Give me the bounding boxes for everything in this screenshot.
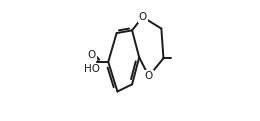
Text: O: O	[138, 12, 147, 22]
Text: O: O	[145, 71, 153, 81]
Text: O: O	[88, 50, 96, 60]
Text: HO: HO	[84, 64, 100, 74]
